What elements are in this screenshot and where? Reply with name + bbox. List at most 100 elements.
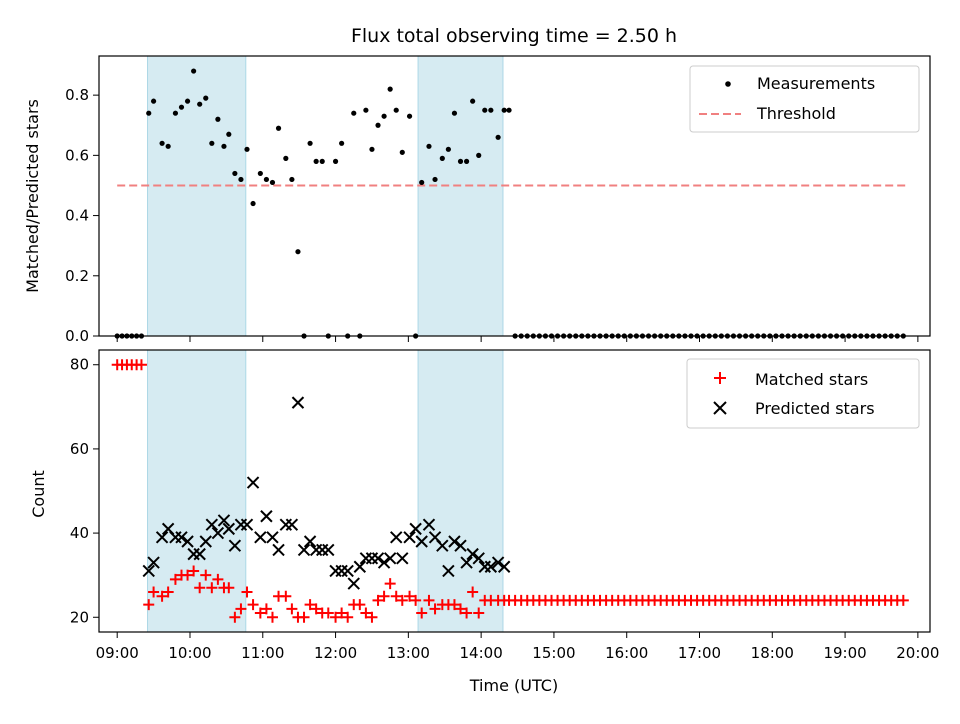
predicted-star-point (228, 539, 242, 552)
matched-star-point (360, 607, 372, 619)
y-tick-label: 40 (70, 524, 89, 542)
measurement-point (363, 107, 369, 113)
top-legend: Measurements Threshold (689, 65, 920, 133)
legend-matched-marker (714, 372, 726, 384)
matched-star-point (372, 594, 384, 606)
shaded-interval (417, 349, 504, 633)
legend-threshold-label: Threshold (756, 104, 836, 123)
measurement-point (250, 200, 256, 207)
legend-predicted-label: Predicted stars (755, 399, 875, 418)
top-legend-box (689, 65, 920, 133)
predicted-star-point (448, 535, 461, 548)
y-tick-label: 0.2 (65, 267, 89, 285)
predicted-star-point (291, 396, 305, 409)
predicted-star-point (199, 535, 212, 548)
top-panel: 0.0 0.2 0.4 0.6 0.8 Flux total observing tim… (23, 25, 931, 345)
top-plot-frame (98, 55, 931, 337)
matched-star-point (162, 586, 174, 598)
matched-star-point (342, 611, 354, 623)
predicted-star-point (316, 543, 329, 557)
matched-star-point (378, 590, 390, 602)
predicted-star-point (422, 518, 436, 531)
measurement-point (197, 101, 203, 107)
predicted-star-point (454, 539, 467, 552)
matched-star-point (223, 582, 235, 594)
measurement-point (445, 146, 451, 152)
matched-star-point (384, 578, 396, 590)
measurement-point (381, 113, 387, 119)
matched-star-point (416, 607, 428, 619)
y-tick-label: 80 (70, 356, 89, 374)
measurement-point (476, 152, 482, 158)
measurement-point (238, 176, 244, 183)
y-tick-label: 0.8 (65, 86, 89, 104)
matched-star-point (461, 607, 473, 619)
matched-star-point (247, 599, 259, 611)
matched-star-point (467, 586, 479, 598)
predicted-star-point (353, 560, 367, 573)
matched-star-point (897, 594, 909, 606)
measurement-point (221, 143, 227, 149)
predicted-star-point (272, 543, 285, 557)
measurement-point (289, 176, 295, 183)
predicted-star-point (415, 535, 428, 548)
predicted-star-point (390, 531, 403, 544)
y-tick-label: 0.6 (65, 146, 89, 164)
predicted-star-point (142, 564, 155, 578)
x-tick-label: 15:00 (532, 644, 575, 662)
measurement-point (506, 107, 512, 113)
legend-predicted-marker (713, 401, 727, 415)
predicted-star-point (466, 547, 479, 561)
matched-star-point (143, 599, 155, 611)
matched-star-point (423, 594, 435, 606)
matched-star-point (473, 607, 485, 619)
predicted-star-point (396, 552, 409, 565)
matched-star-point (390, 590, 402, 602)
measurement-point (283, 155, 289, 161)
measurement-point (470, 98, 476, 104)
measurement-point (165, 143, 171, 149)
measurement-point (501, 107, 507, 113)
matched-stars-points (111, 359, 909, 623)
predicted-star-point (279, 518, 293, 531)
predicted-stars-points (142, 396, 511, 590)
predicted-star-point (442, 564, 455, 578)
predicted-star-point (347, 577, 360, 590)
measurement-point (457, 158, 464, 164)
measurement-point (191, 68, 197, 74)
x-tick-label: 19:00 (823, 644, 866, 662)
matched-star-point (404, 590, 416, 602)
x-tick-label: 12:00 (314, 644, 357, 662)
measurement-point (463, 158, 470, 164)
predicted-star-point (309, 543, 323, 557)
measurement-point (146, 110, 152, 116)
matched-star-point (429, 603, 441, 615)
predicted-star-point (484, 560, 498, 573)
measurement-point (488, 107, 494, 113)
measurement-point (339, 140, 345, 146)
measurement-point (439, 155, 445, 161)
x-tick-label: 14:00 (460, 644, 503, 662)
matched-star-point (266, 611, 278, 623)
predicted-star-point (260, 510, 273, 523)
measurement-point (275, 125, 282, 131)
measurement-point (399, 149, 405, 155)
predicted-star-point (365, 552, 379, 565)
measurement-point (387, 86, 393, 92)
matched-star-point (280, 590, 292, 602)
x-tick-label: 16:00 (605, 644, 648, 662)
matched-star-point (182, 569, 194, 581)
predicted-star-point (335, 564, 348, 578)
measurement-point (295, 249, 301, 255)
x-tick-label: 13:00 (387, 644, 430, 662)
measurement-point (375, 122, 381, 128)
x-tick-label: 10:00 (168, 644, 211, 662)
matched-star-point (260, 603, 272, 615)
legend-measurements-label: Measurements (757, 74, 875, 93)
predicted-star-point (409, 522, 422, 536)
predicted-star-point (497, 560, 511, 573)
predicted-star-point (491, 556, 505, 569)
top-x-ticks (116, 336, 919, 342)
legend-matched-label: Matched stars (755, 370, 868, 389)
